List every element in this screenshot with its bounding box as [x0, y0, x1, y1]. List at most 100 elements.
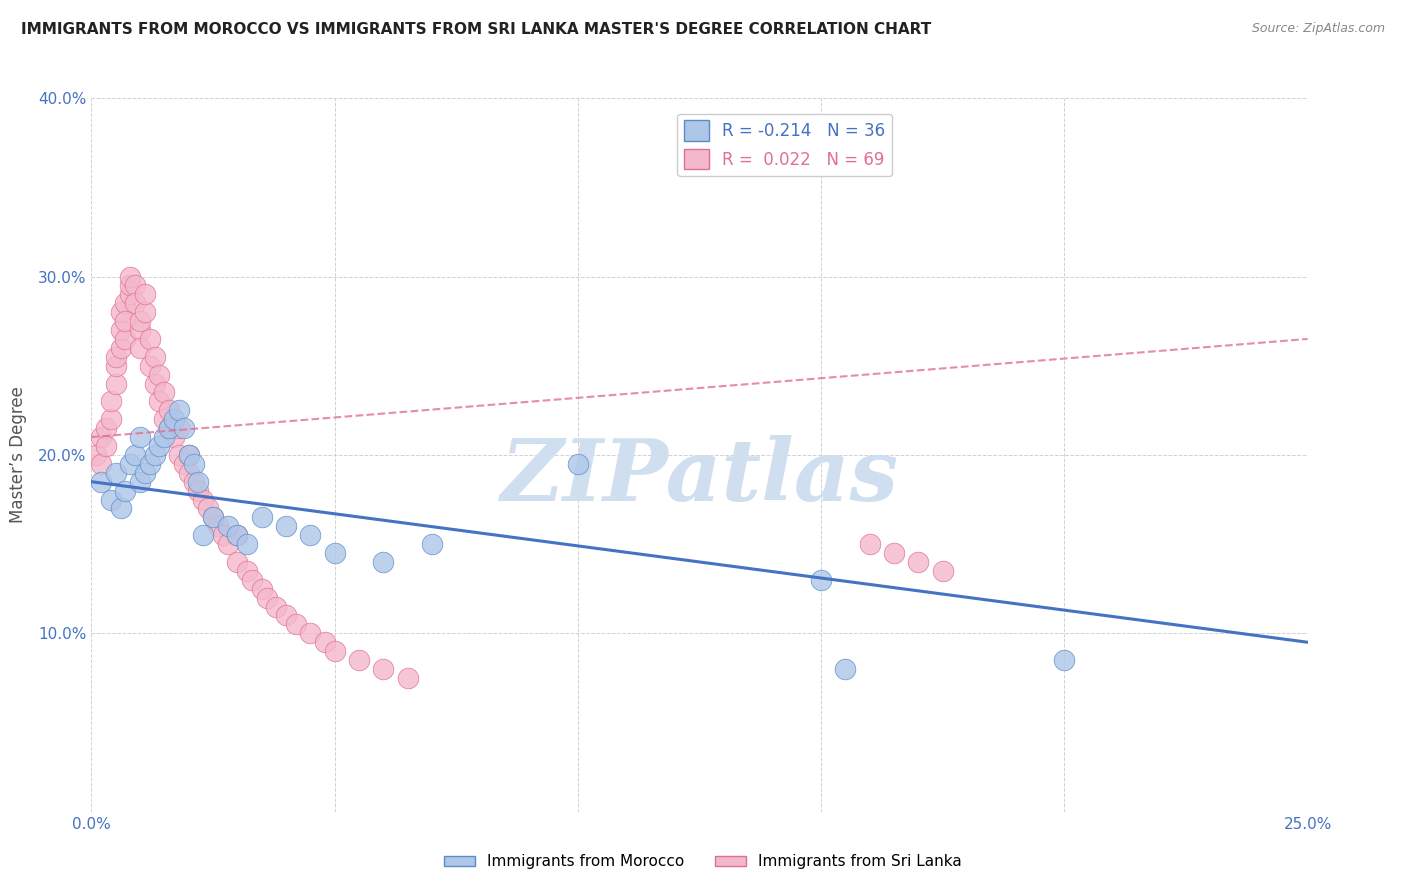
Point [193, 528, 215, 542]
Point [163, 430, 186, 444]
Point [153, 412, 176, 426]
Point [567, 457, 589, 471]
Point [217, 519, 239, 533]
Point [373, 662, 395, 676]
Point [120, 287, 142, 301]
Point [250, 510, 273, 524]
Point [100, 492, 122, 507]
Point [207, 519, 229, 533]
Point [139, 332, 162, 346]
Point [183, 475, 205, 489]
Point [323, 644, 346, 658]
Point [153, 430, 176, 444]
Point [284, 617, 307, 632]
Point [177, 448, 200, 462]
Point [167, 421, 190, 435]
Legend: R = -0.214   N = 36, R =  0.022   N = 69: R = -0.214 N = 36, R = 0.022 N = 69 [678, 113, 891, 176]
Point [104, 376, 127, 391]
Point [148, 368, 170, 382]
Legend: Immigrants from Morocco, Immigrants from Sri Lanka: Immigrants from Morocco, Immigrants from… [439, 848, 967, 875]
Point [396, 671, 419, 685]
Point [129, 430, 152, 444]
Point [139, 359, 162, 373]
Point [129, 323, 152, 337]
Point [120, 457, 142, 471]
Point [810, 573, 832, 587]
Text: IMMIGRANTS FROM MOROCCO VS IMMIGRANTS FROM SRI LANKA MASTER'S DEGREE CORRELATION: IMMIGRANTS FROM MOROCCO VS IMMIGRANTS FR… [21, 22, 931, 37]
Point [264, 599, 287, 614]
Point [883, 546, 905, 560]
Point [100, 394, 122, 409]
Point [157, 421, 180, 435]
Point [163, 412, 186, 426]
Point [1053, 653, 1076, 667]
Point [373, 555, 395, 569]
Point [202, 510, 225, 524]
Text: ZIPatlas: ZIPatlas [501, 434, 898, 518]
Point [129, 475, 152, 489]
Point [90, 475, 112, 489]
Point [124, 448, 146, 462]
Point [202, 510, 225, 524]
Point [193, 492, 215, 507]
Point [167, 448, 190, 462]
Point [859, 537, 882, 551]
Point [157, 403, 180, 417]
Point [110, 341, 132, 355]
Point [173, 421, 195, 435]
Point [90, 430, 112, 444]
Point [226, 528, 249, 542]
Point [110, 323, 132, 337]
Point [250, 582, 273, 596]
Point [197, 501, 219, 516]
Point [931, 564, 953, 578]
Point [148, 439, 170, 453]
Point [274, 519, 297, 533]
Point [129, 314, 152, 328]
Point [90, 457, 112, 471]
Point [187, 483, 209, 498]
Point [217, 537, 239, 551]
Point [834, 662, 856, 676]
Point [187, 475, 209, 489]
Point [143, 448, 166, 462]
Point [299, 626, 322, 640]
Point [177, 466, 200, 480]
Point [120, 269, 142, 284]
Point [120, 278, 142, 293]
Point [143, 376, 166, 391]
Point [256, 591, 278, 605]
Point [420, 537, 443, 551]
Point [274, 608, 297, 623]
Point [148, 394, 170, 409]
Point [139, 457, 162, 471]
Point [94, 439, 117, 453]
Point [114, 483, 136, 498]
Point [104, 350, 127, 364]
Point [100, 412, 122, 426]
Point [134, 287, 156, 301]
Point [236, 537, 259, 551]
Point [183, 457, 205, 471]
Point [153, 385, 176, 400]
Point [157, 421, 180, 435]
Text: Source: ZipAtlas.com: Source: ZipAtlas.com [1251, 22, 1385, 36]
Point [134, 466, 156, 480]
Point [167, 403, 190, 417]
Point [226, 528, 249, 542]
Point [177, 448, 200, 462]
Point [124, 296, 146, 310]
Point [907, 555, 929, 569]
Point [347, 653, 370, 667]
Point [110, 501, 132, 516]
Point [114, 314, 136, 328]
Point [314, 635, 336, 649]
Y-axis label: Master’s Degree: Master’s Degree [8, 386, 27, 524]
Point [129, 341, 152, 355]
Point [323, 546, 346, 560]
Point [173, 457, 195, 471]
Point [84, 448, 107, 462]
Point [114, 296, 136, 310]
Point [211, 528, 233, 542]
Point [240, 573, 263, 587]
